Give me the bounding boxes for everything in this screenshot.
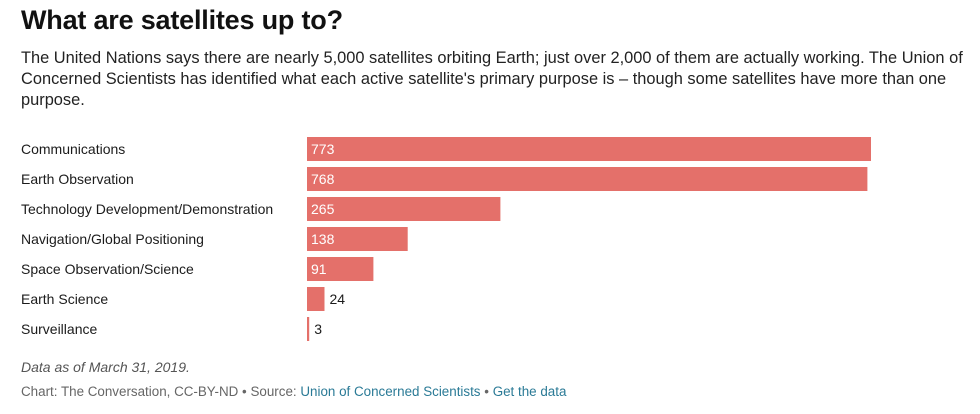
bar — [307, 317, 310, 341]
credit-separator: • — [242, 384, 247, 399]
category-label: Technology Development/Demonstration — [21, 201, 273, 217]
data-date-note: Data as of March 31, 2019. — [21, 359, 190, 375]
category-label: Navigation/Global Positioning — [21, 231, 204, 247]
get-data-link[interactable]: Get the data — [492, 384, 567, 399]
bar — [307, 167, 868, 191]
category-label: Earth Science — [21, 291, 108, 307]
bar — [307, 197, 501, 221]
value-label: 138 — [311, 231, 335, 247]
bar — [307, 227, 408, 251]
value-label: 91 — [311, 261, 327, 277]
chart-title: What are satellites up to? — [21, 5, 343, 35]
category-label: Surveillance — [21, 321, 97, 337]
value-label: 24 — [330, 291, 346, 307]
chart-subtitle: The United Nations says there are nearly… — [21, 49, 963, 109]
bar — [307, 287, 325, 311]
value-label: 265 — [311, 201, 335, 217]
value-label: 3 — [314, 321, 322, 337]
source-label: Source: — [250, 384, 297, 399]
category-label: Space Observation/Science — [21, 261, 194, 277]
value-label: 773 — [311, 141, 335, 157]
bar-chart: Communications 773 Earth Observation 768 Tec… — [21, 137, 871, 341]
category-label: Communications — [21, 141, 125, 157]
bar — [307, 257, 374, 281]
credit-separator: • — [484, 384, 489, 399]
credit-text: Chart: The Conversation, CC-BY-ND — [21, 384, 239, 399]
value-label: 768 — [311, 171, 335, 187]
chart-credits: Chart: The Conversation, CC-BY-ND • Sour… — [21, 384, 566, 399]
bar — [307, 137, 871, 161]
category-label: Earth Observation — [21, 171, 134, 187]
source-link[interactable]: Union of Concerned Scientists — [300, 384, 481, 399]
